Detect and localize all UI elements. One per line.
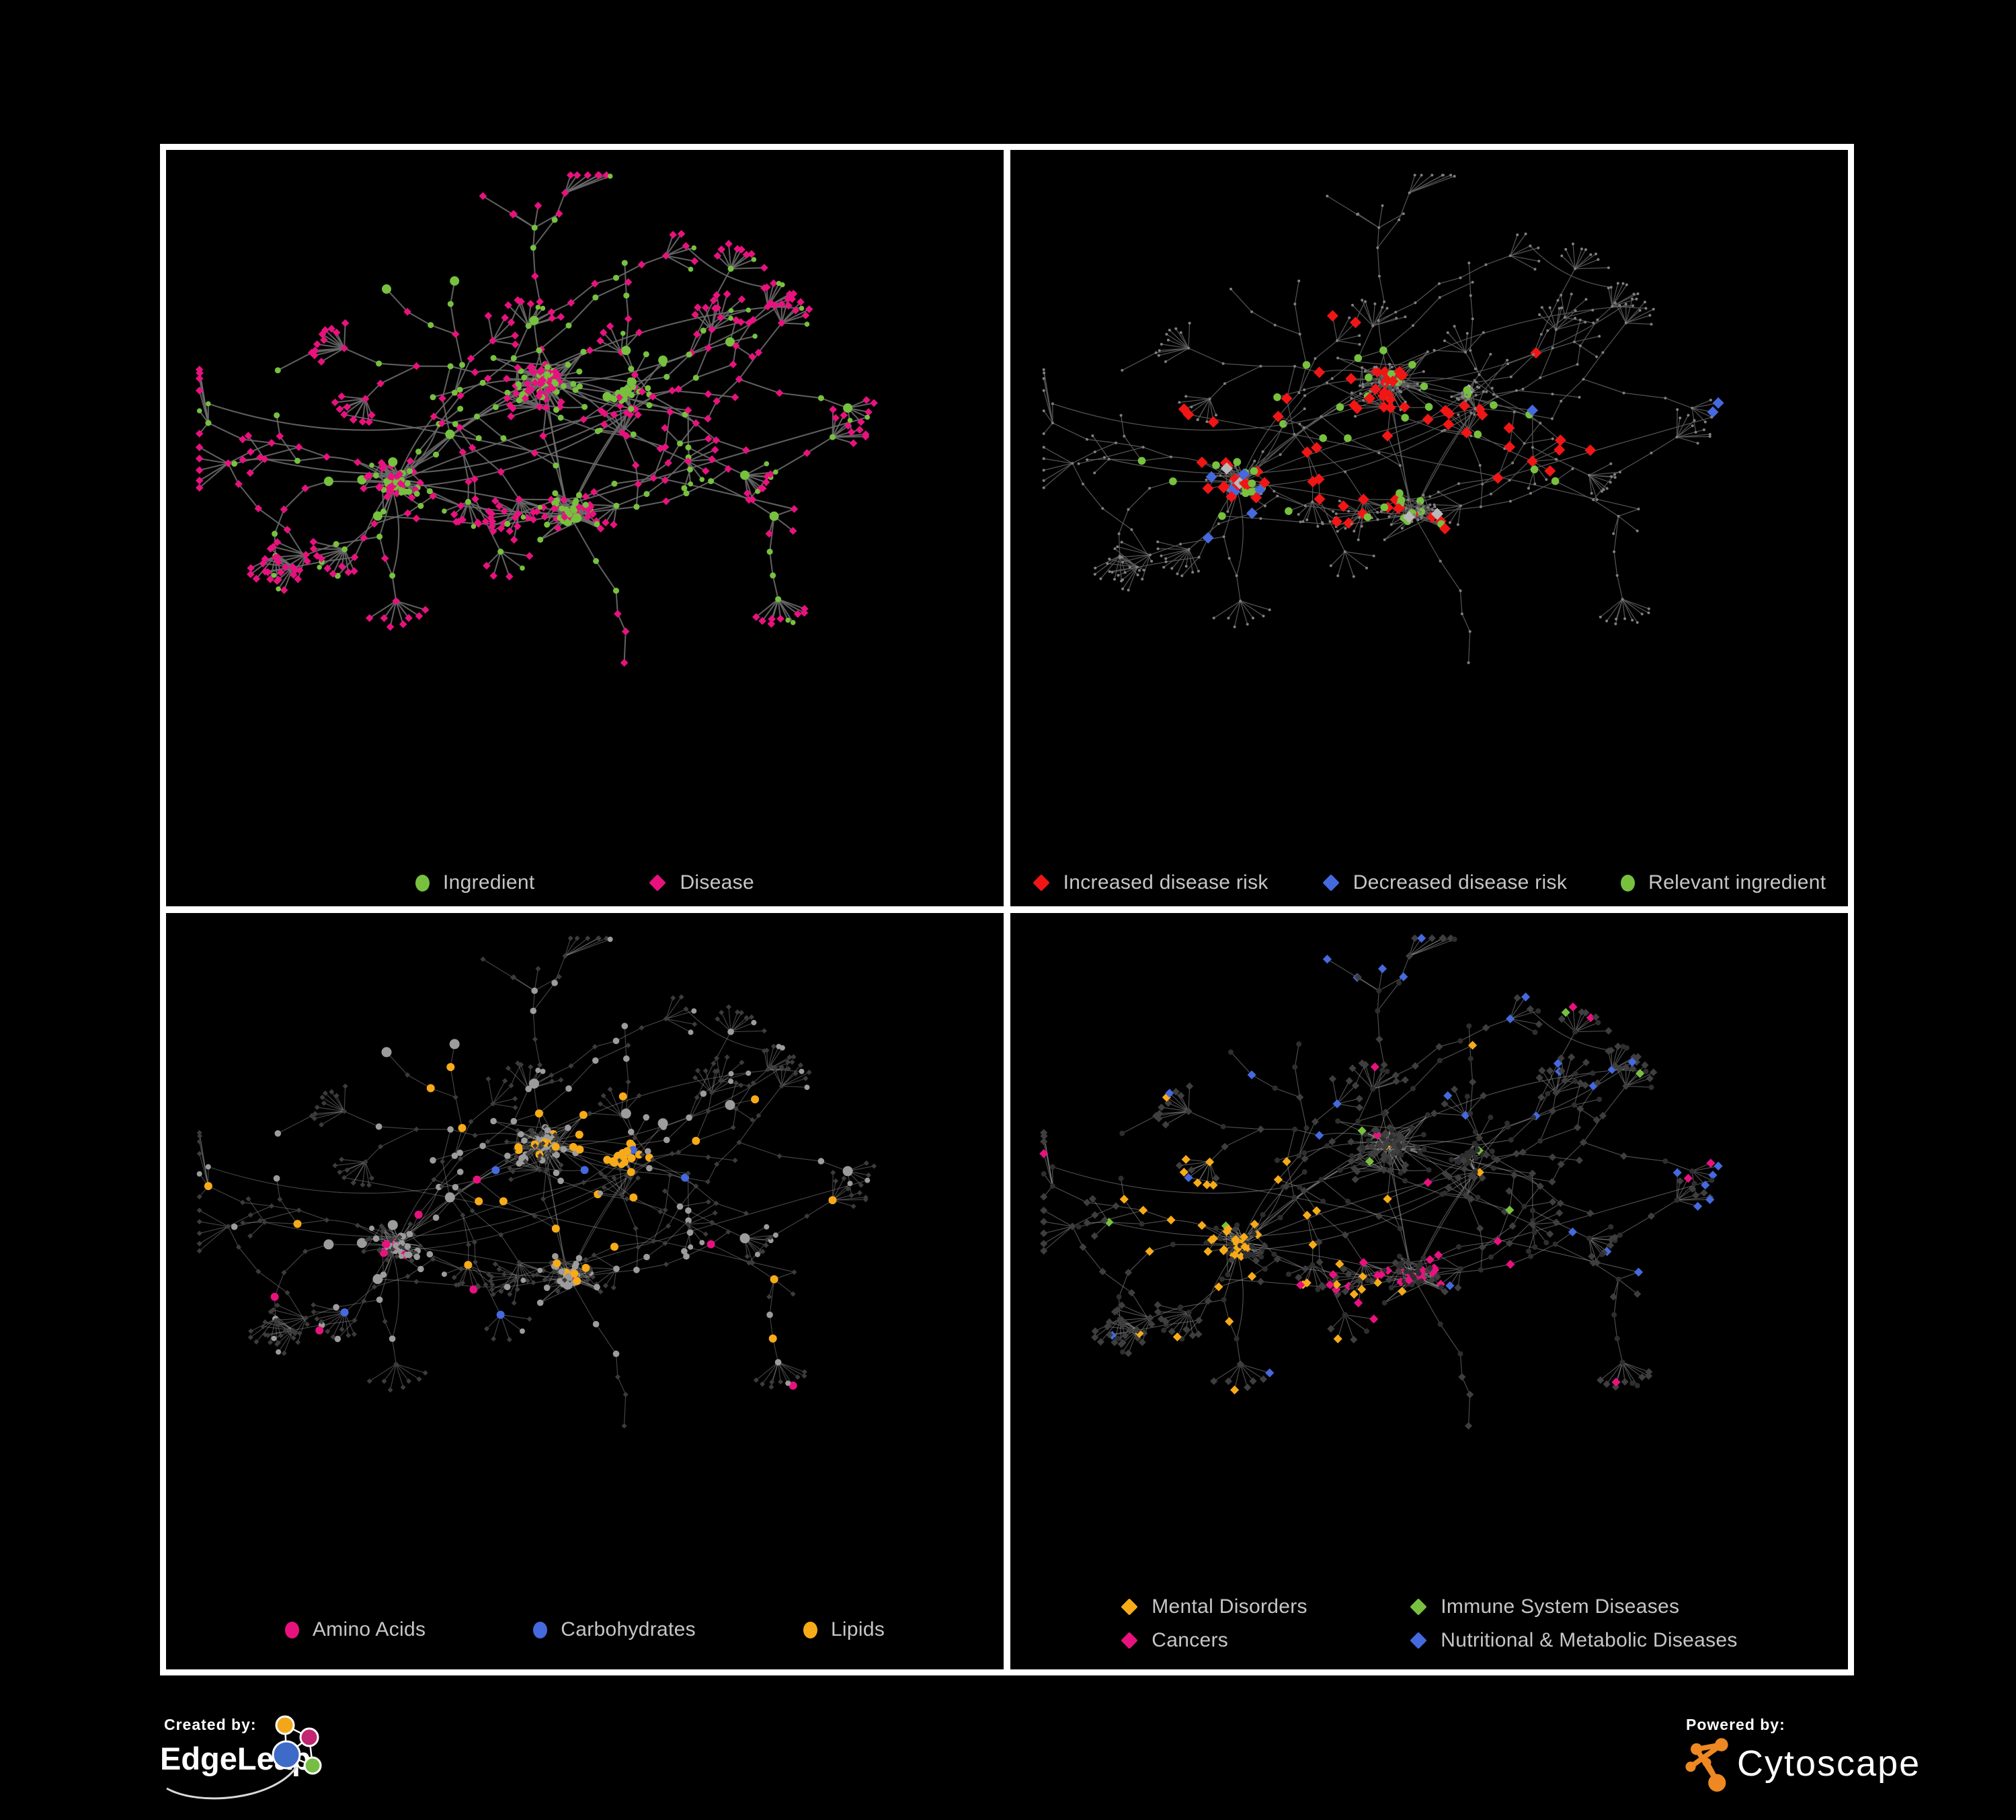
legend-label: Increased disease risk	[1063, 871, 1268, 894]
four-panel-network-board: Ingredient Disease Increased disease risk…	[160, 144, 1854, 1675]
legend-diamond-marker	[1032, 874, 1050, 892]
legend-macronutrient-classes: Amino Acids Carbohydrates Lipids	[166, 1618, 1004, 1641]
legend-item: Cancers	[1121, 1629, 1410, 1652]
legend-circle-marker	[803, 1621, 817, 1638]
legend-label: Disease	[680, 871, 754, 894]
legend-label: Relevant ingredient	[1648, 871, 1826, 894]
legend-circle-marker	[1621, 874, 1636, 892]
edgeleap-blue-node	[272, 1740, 301, 1770]
network-canvas-macronutrient-classes	[196, 935, 877, 1429]
legend-item: Ingredient	[415, 871, 534, 894]
edgeleap-orange-node	[275, 1715, 295, 1735]
legend-label: Cancers	[1152, 1629, 1229, 1651]
legend-item: Nutritional & Metabolic Diseases	[1410, 1629, 1737, 1652]
legend-item: Mental Disorders	[1121, 1595, 1410, 1618]
legend-item: Immune System Diseases	[1410, 1595, 1737, 1618]
legend-item: Lipids	[803, 1618, 885, 1641]
powered-by-label: Powered by:	[1686, 1716, 1785, 1733]
legend-diamond-marker	[1410, 1632, 1427, 1649]
legend-item: Amino Acids	[284, 1618, 426, 1641]
legend-circle-marker	[415, 874, 430, 892]
cytoscape-logo: Powered by: Cytoscape	[1681, 1714, 1976, 1795]
legend-diamond-marker	[1121, 1632, 1138, 1649]
legend-diamond-marker	[1121, 1598, 1138, 1616]
legend-label: Nutritional & Metabolic Diseases	[1441, 1629, 1738, 1651]
edgeleap-green-node	[303, 1756, 322, 1775]
network-canvas-disease-risk	[1042, 173, 1724, 664]
network-canvas-ingredients-diseases	[195, 171, 878, 667]
legend-label: Lipids	[830, 1618, 885, 1640]
legend-label: Mental Disorders	[1152, 1595, 1307, 1618]
edgeleap-logo: Created by: EdgeLeap	[159, 1713, 454, 1817]
cytoscape-glyph	[1685, 1738, 1728, 1792]
legend-circle-marker	[284, 1621, 299, 1638]
legend-item: Increased disease risk	[1032, 871, 1268, 894]
legend-ingredients-diseases: Ingredient Disease	[166, 871, 1004, 894]
cytoscape-wordmark: Cytoscape	[1737, 1743, 1921, 1784]
legend-item: Disease	[649, 871, 754, 894]
legend-diamond-marker	[1410, 1598, 1427, 1616]
legend-label: Amino Acids	[312, 1618, 426, 1640]
panel-disease-risk: Increased disease risk Decreased disease …	[1010, 150, 1848, 906]
created-by-label: Created by:	[164, 1716, 257, 1733]
legend-label: Immune System Diseases	[1441, 1595, 1680, 1618]
edgeleap-network-glyph	[166, 1715, 322, 1800]
panel-ingredients-diseases: Ingredient Disease	[166, 150, 1004, 906]
legend-diamond-marker	[1322, 874, 1340, 892]
edgeleap-pink-node	[299, 1727, 319, 1747]
legend-item: Relevant ingredient	[1621, 871, 1826, 894]
legend-label: Decreased disease risk	[1353, 871, 1568, 894]
legend-disease-categories: Mental Disorders Immune System Diseases Ca…	[1010, 1595, 1848, 1652]
legend-item: Carbohydrates	[533, 1618, 696, 1641]
legend-item: Decreased disease risk	[1322, 871, 1567, 894]
legend-label: Ingredient	[443, 871, 535, 894]
panel-disease-categories: Mental Disorders Immune System Diseases Ca…	[1010, 913, 1848, 1669]
legend-circle-marker	[533, 1621, 548, 1638]
panel-macronutrient-classes: Amino Acids Carbohydrates Lipids	[166, 913, 1004, 1669]
legend-disease-risk: Increased disease risk Decreased disease …	[1010, 871, 1848, 894]
legend-label: Carbohydrates	[561, 1618, 696, 1640]
network-canvas-disease-categories	[1039, 933, 1723, 1430]
legend-diamond-marker	[649, 874, 667, 892]
